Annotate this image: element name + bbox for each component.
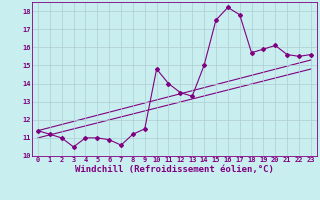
X-axis label: Windchill (Refroidissement éolien,°C): Windchill (Refroidissement éolien,°C) — [75, 165, 274, 174]
